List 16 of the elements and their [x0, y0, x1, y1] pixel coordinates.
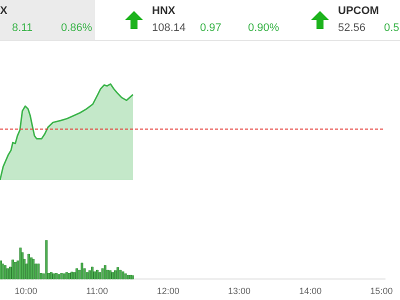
x-tick-label: 15:00: [370, 286, 393, 296]
text: 8.11: [12, 22, 33, 34]
text: UPCOM: [338, 5, 379, 17]
text: 108.14: [152, 22, 186, 34]
text: X: [0, 5, 8, 17]
x-tick-label: 10:00: [14, 286, 38, 296]
x-tick-label: 11:00: [86, 286, 108, 296]
text: HNX: [152, 5, 176, 17]
text: 52.56: [338, 22, 366, 34]
text: 0.5: [384, 22, 400, 34]
text: 0.90%: [248, 22, 280, 34]
text: 0.86%: [61, 22, 92, 34]
text: 0.97: [200, 22, 222, 34]
x-tick-label: 12:00: [156, 286, 180, 296]
x-tick-label: 14:00: [299, 286, 322, 296]
x-tick-label: 13:00: [228, 286, 251, 296]
